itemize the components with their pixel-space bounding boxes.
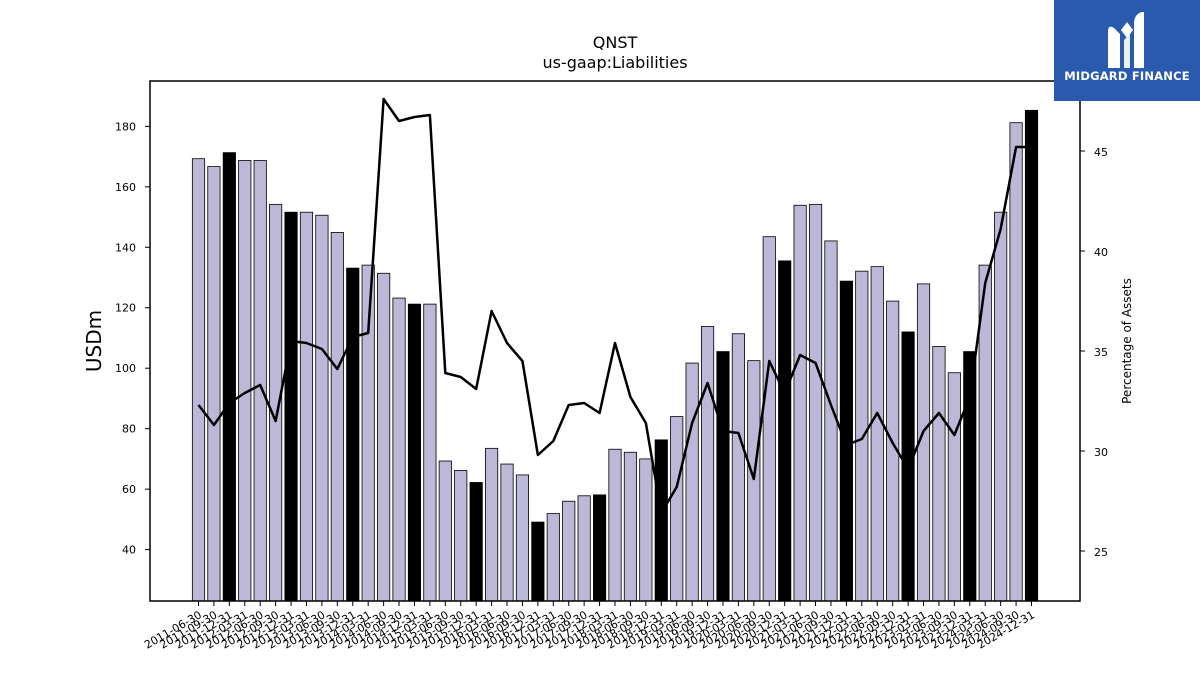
bar-2013-03-31 [299,211,314,602]
bar-2020-03-31 [731,333,745,602]
bar-2011-09-30 [207,166,221,602]
bar-2024-09-30 [1009,122,1023,602]
bar-2016-03-31 [485,447,499,602]
brand-logo: MIDGARD FINANCE [1054,0,1200,101]
bar-2018-12-31 [654,439,668,602]
bar-2019-03-31 [670,416,684,602]
y2-tick-label: 30 [1094,446,1108,459]
chart-title: QNST [593,33,638,52]
bar-2022-03-31 [855,270,869,602]
y-tick-label: 120 [115,302,136,315]
y2-tick-label: 35 [1094,346,1108,359]
y-tick-label: 100 [115,362,136,375]
brand-name: MIDGARD FINANCE [1064,69,1190,83]
bar-2017-12-31 [593,494,607,602]
bar-2021-09-30 [824,240,838,602]
bar-2013-09-30 [330,232,344,602]
bar-2021-03-31 [793,204,807,602]
bar-2017-06-30 [562,500,576,602]
y-axis-right: 25 30 35 40 45 [1080,146,1108,559]
bar-2014-12-31 [407,303,422,602]
y2-axis-label: Percentage of Assets [1120,278,1134,404]
bar-2016-12-31 [531,521,545,602]
y-tick-label: 160 [115,181,136,194]
bar-2015-09-30 [454,469,468,602]
bar-2019-06-30 [685,362,699,602]
chart-subtitle: us-gaap:Liabilities [542,53,687,72]
bar-2020-12-31 [778,260,792,602]
bar-2017-09-30 [577,495,591,602]
bar-2014-09-30 [392,297,406,602]
line-percentage-of-assets [197,97,1032,515]
y-tick-label: 40 [122,544,136,557]
x-axis: 2011-06-302011-09-302011-12-312012-03-31… [142,601,1037,652]
bar-2015-12-31 [469,482,483,602]
bar-2016-09-30 [515,474,530,602]
bar-2012-03-31 [238,160,252,602]
line-series [197,97,1032,515]
y2-tick-label: 25 [1094,546,1108,559]
bar-series [191,109,1039,602]
bar-2018-03-31 [608,448,622,602]
y-axis-label: USDm [82,310,106,372]
bar-2011-06-30 [191,158,206,602]
y2-tick-label: 40 [1094,246,1108,259]
bar-2018-06-30 [623,451,638,602]
bar-2016-06-30 [500,463,514,602]
bar-2011-12-31 [222,152,236,602]
y-axis-left: 40 60 80 100 120 140 160 180 [115,120,150,557]
bar-2023-06-30 [932,346,946,602]
bar-2012-06-30 [253,160,267,602]
bar-2012-12-31 [284,211,298,602]
y-tick-label: 60 [122,483,136,496]
bar-2023-09-30 [947,372,961,602]
bar-2020-09-30 [762,236,776,602]
bar-2019-09-30 [700,326,715,602]
bar-2021-06-30 [808,203,823,602]
midgard-logo-icon [1108,12,1144,69]
y-tick-label: 140 [115,241,136,254]
bar-2019-12-31 [716,351,730,602]
bar-2015-03-31 [423,303,437,602]
bar-2018-09-30 [639,458,653,602]
bar-2017-03-31 [546,513,560,602]
bar-2014-06-30 [377,272,391,602]
bar-2024-12-31 [1024,109,1039,602]
bar-2024-06-30 [994,211,1008,602]
bar-2015-06-30 [438,460,452,602]
bar-2013-06-30 [315,214,329,602]
bar-2022-06-30 [870,266,884,602]
y-tick-label: 180 [115,120,136,133]
bar-2020-06-30 [747,360,761,602]
y-tick-label: 80 [122,423,136,436]
y2-tick-label: 45 [1094,146,1108,159]
bar-2021-12-31 [839,280,853,602]
bar-2013-12-31 [346,267,360,602]
